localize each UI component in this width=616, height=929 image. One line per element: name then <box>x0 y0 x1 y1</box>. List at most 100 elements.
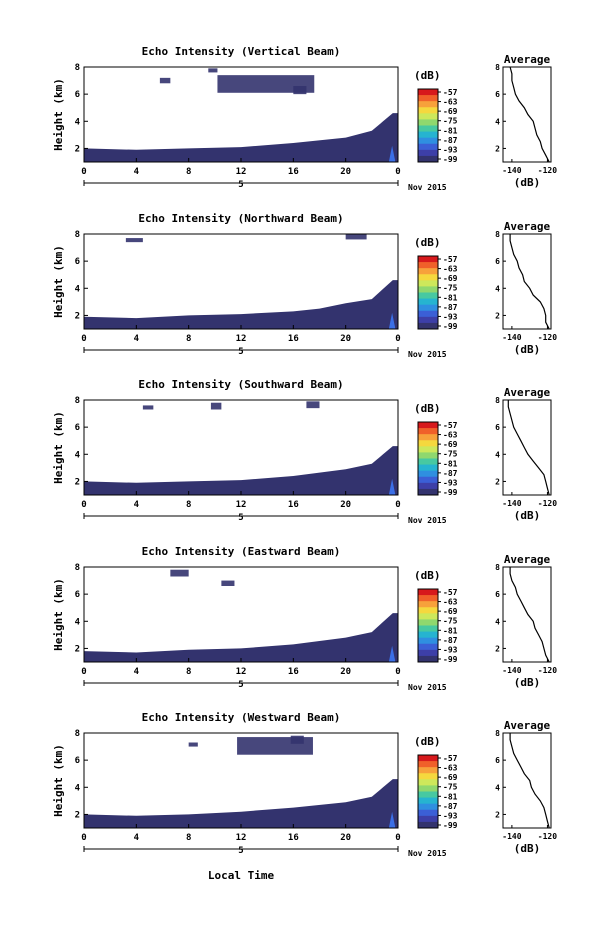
panel-title: Echo Intensity (Southward Beam) <box>138 378 343 391</box>
day-label: 5 <box>238 846 243 856</box>
echo-layer <box>84 779 398 828</box>
colorbar-tick-label: -69 <box>443 440 458 449</box>
avg-x-tick-label: -120 <box>538 832 557 841</box>
colorbar-tick-label: -63 <box>443 764 458 773</box>
colorbar-swatch <box>418 256 438 263</box>
colorbar-tick-label: -63 <box>443 98 458 107</box>
colorbar-swatch <box>418 613 438 620</box>
day-label: 5 <box>238 680 243 690</box>
avg-y-tick-label: 2 <box>495 311 500 320</box>
colorbar-swatch <box>418 95 438 102</box>
strong-echo <box>388 312 396 329</box>
clutter-block <box>125 238 143 243</box>
colorbar-swatch <box>418 767 438 774</box>
colorbar-frame <box>417 421 439 496</box>
y-tick-label: 8 <box>75 396 80 406</box>
y-tick-label: 6 <box>75 90 80 100</box>
date-label: Nov 2015 <box>408 350 447 359</box>
colorbar-swatch <box>418 655 438 663</box>
colorbar-tick-label: -81 <box>443 459 458 468</box>
avg-y-tick-label: 4 <box>495 117 500 126</box>
avg-y-tick-label: 6 <box>495 257 500 266</box>
avg-y-tick-label: 4 <box>495 617 500 626</box>
y-axis-label: Height (km) <box>52 744 65 817</box>
colorbar-tick-label: -75 <box>443 617 458 626</box>
avg-frame <box>502 732 552 829</box>
avg-x-tick-label: -140 <box>502 333 521 342</box>
y-axis-label: Height (km) <box>52 411 65 484</box>
avg-profile-line <box>509 733 550 829</box>
strong-echo <box>388 811 396 828</box>
avg-frame <box>502 566 552 663</box>
x-tick-label: 12 <box>236 167 247 177</box>
x-tick-label: 4 <box>134 667 140 677</box>
colorbar-tick-label: -57 <box>443 754 458 763</box>
panel-1: Echo Intensity (Northward Beam) 2 4 6 8 Heigh… <box>52 212 557 359</box>
colorbar-tick-label: -87 <box>443 303 458 312</box>
y-tick-label: 2 <box>75 644 80 654</box>
clutter-block <box>170 569 189 577</box>
colorbar-swatch <box>418 137 438 145</box>
x-tick-label: 16 <box>288 167 299 177</box>
clutter-block <box>208 68 218 73</box>
avg-xlabel: (dB) <box>514 676 541 689</box>
colorbar-tick-label: -99 <box>443 821 458 830</box>
panel-title: Echo Intensity (Eastward Beam) <box>142 545 341 558</box>
y-tick-label: 2 <box>75 810 80 820</box>
panel-4: Echo Intensity (Westward Beam) 2 4 6 8 Height… <box>52 711 557 858</box>
x-tick-label: 8 <box>186 500 191 510</box>
x-tick-label: 12 <box>236 833 247 843</box>
x-tick-label: 0 <box>395 500 400 510</box>
colorbar-swatch <box>418 149 438 157</box>
x-tick-label: 0 <box>395 833 400 843</box>
colorbar-tick-label: -81 <box>443 792 458 801</box>
x-tick-label: 8 <box>186 334 191 344</box>
echo-layer <box>84 446 398 495</box>
avg-xlabel: (dB) <box>514 176 541 189</box>
colorbar-swatch <box>418 761 438 768</box>
y-tick-label: 6 <box>75 423 80 433</box>
colorbar-tick-label: -75 <box>443 783 458 792</box>
avg-profile-line <box>509 567 550 663</box>
colorbar-swatch <box>418 464 438 472</box>
x-tick-label: 16 <box>288 667 299 677</box>
avg-frame <box>502 66 552 163</box>
clutter-block <box>142 405 154 410</box>
avg-xlabel: (dB) <box>514 343 541 356</box>
avg-x-tick-label: -140 <box>502 832 521 841</box>
y-tick-label: 6 <box>75 756 80 766</box>
colorbar-tick-label: -57 <box>443 255 458 264</box>
colorbar-swatch <box>418 791 438 799</box>
x-tick-label: 0 <box>81 667 86 677</box>
x-axis-label: Local Time <box>208 869 275 882</box>
clutter-block <box>188 742 198 747</box>
x-tick-label: 12 <box>236 500 247 510</box>
colorbar-swatch <box>418 155 438 163</box>
colorbar-tick-label: -87 <box>443 136 458 145</box>
colorbar-swatch <box>418 601 438 608</box>
colorbar-tick-label: -63 <box>443 598 458 607</box>
y-tick-label: 8 <box>75 563 80 573</box>
colorbar-unit: (dB) <box>414 402 441 415</box>
colorbar-tick-label: -75 <box>443 450 458 459</box>
colorbar-tick-label: -69 <box>443 773 458 782</box>
colorbar-swatch <box>418 422 438 429</box>
colorbar-swatch <box>418 470 438 478</box>
panel-title: Echo Intensity (Westward Beam) <box>142 711 341 724</box>
avg-y-tick-label: 8 <box>495 396 500 405</box>
colorbar-swatch <box>418 280 438 287</box>
colorbar-tick-label: -81 <box>443 126 458 135</box>
y-axis-label: Height (km) <box>52 78 65 151</box>
date-label: Nov 2015 <box>408 516 447 525</box>
colorbar-swatch <box>418 113 438 120</box>
colorbar-frame <box>417 88 439 163</box>
date-label: Nov 2015 <box>408 849 447 858</box>
colorbar-swatch <box>418 292 438 300</box>
colorbar-tick-label: -93 <box>443 145 458 154</box>
clutter-block <box>345 234 367 240</box>
panel-title: Echo Intensity (Northward Beam) <box>138 212 343 225</box>
avg-profile-line <box>509 234 550 330</box>
colorbar-swatch <box>418 298 438 306</box>
echo-layer <box>84 113 398 162</box>
avg-y-tick-label: 2 <box>495 477 500 486</box>
